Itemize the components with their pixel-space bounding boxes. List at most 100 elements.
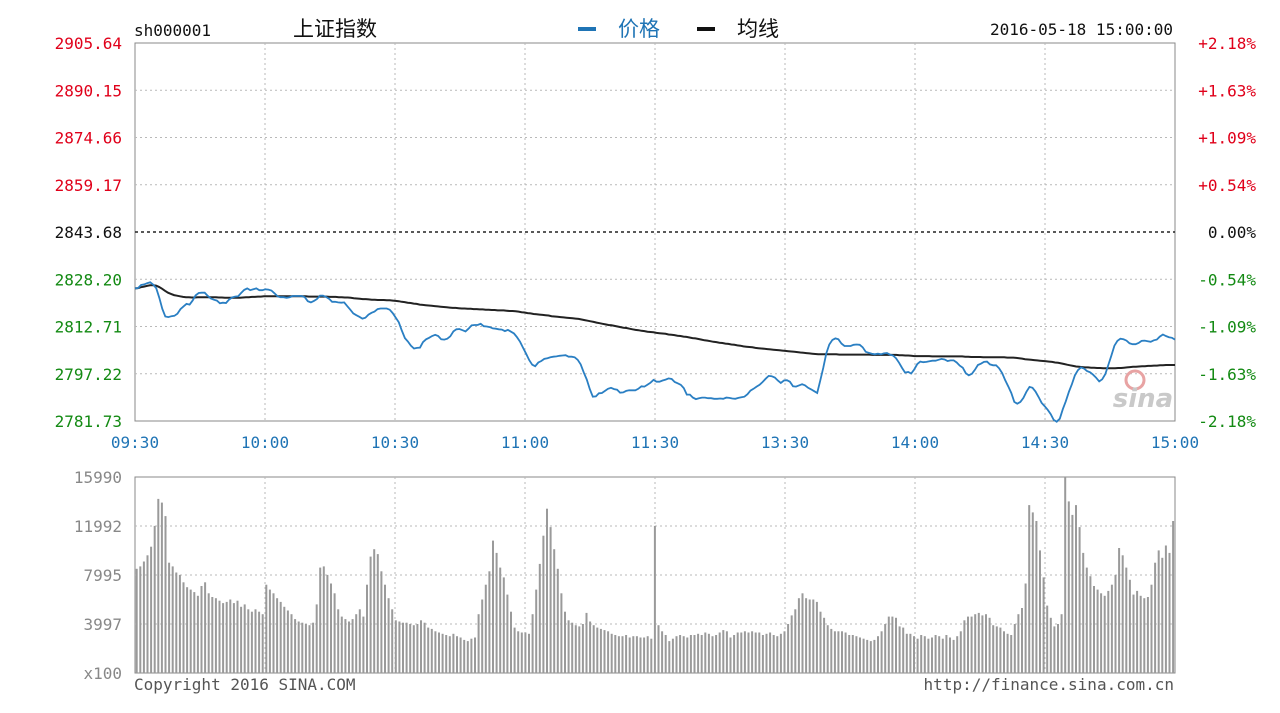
volume-bar [689,635,692,673]
volume-bar [1060,614,1063,673]
volume-bar [322,566,325,673]
volume-bar [823,617,826,673]
volume-bar [826,625,829,673]
sina-watermark-logo: sina [1113,369,1173,414]
time-tick-label: 14:00 [891,433,939,452]
volume-bar [445,635,448,673]
volume-bar [574,625,577,673]
volume-bar [474,637,476,673]
volume-bar [895,617,897,673]
volume-bar [837,631,840,673]
legend-swatch [578,27,596,31]
volume-bar [1096,589,1099,673]
volume-bar [189,589,192,673]
volume-bar [945,635,948,673]
volume-bar [402,622,404,673]
volume-bar [1024,583,1027,673]
volume-tick-label: 7995 [83,566,122,585]
volume-bar [236,600,239,673]
volume-bar [438,632,440,673]
watermark-eye-icon [1124,369,1146,391]
volume-bar [571,622,574,673]
volume-bar [1049,617,1052,673]
copyright-text: Copyright 2016 SINA.COM [134,675,356,694]
volume-tick-label: 15990 [74,468,122,487]
volume-bar [625,635,628,673]
volume-bar [751,631,754,673]
volume-bar [466,641,469,673]
volume-bar [556,568,559,673]
volume-bar [139,566,142,673]
volume-bar [286,610,289,673]
volume-bar [833,631,836,673]
volume-bar [808,599,811,673]
volume-bar [927,638,930,673]
volume-bar [391,609,394,673]
volume-bar [596,627,599,673]
volume-bar [481,599,484,673]
volume-bar [560,593,563,673]
volume-bar [409,624,412,673]
volume-bar [1093,586,1095,673]
volume-bar [909,633,912,673]
time-tick-label: 14:30 [1021,433,1069,452]
volume-bar [434,631,437,673]
y-tick-label: 2905.64 [55,34,122,53]
volume-bar [488,571,491,673]
volume-bar [538,563,541,673]
volume-bar [164,516,167,673]
volume-bar [967,616,969,673]
volume-bar [581,624,584,673]
volume-bar [1107,590,1110,673]
pct-tick-label: +1.63% [1198,81,1256,100]
volume-bar [761,635,764,673]
volume-bar [229,599,232,673]
volume-bar [923,636,926,673]
legend-swatch [697,27,715,31]
volume-bar [452,633,455,673]
volume-bar [1064,477,1067,673]
volume-bar [416,624,419,673]
volume-bar [693,635,696,673]
pct-tick-label: +0.54% [1198,176,1256,195]
volume-bar [294,619,297,673]
volume-bar [380,571,383,673]
volume-bar [650,638,653,673]
y-tick-label: 2890.15 [55,81,122,100]
volume-bar [387,598,390,673]
volume-bar [934,635,937,673]
volume-bar [333,593,336,673]
volume-bar [290,614,293,673]
volume-bar [1121,555,1124,673]
volume-bar [736,632,739,673]
volume-bar [848,635,851,673]
volume-bar [621,636,624,673]
volume-bar [319,567,322,673]
volume-bar [974,614,977,673]
volume-bar [157,498,160,673]
volume-bar [884,624,887,673]
volume-bar [506,594,509,673]
volume-bar [376,554,379,673]
volume-bar [639,637,642,673]
volume-bar [913,636,915,673]
volume-bar [891,616,894,673]
volume-bar [643,637,646,673]
volume-bar [315,604,318,673]
volume-bar [999,627,1002,673]
time-tick-label: 10:00 [241,433,289,452]
volume-bar [301,622,304,673]
volume-bar [1136,590,1139,673]
volume-bar [657,625,660,673]
volume-bar [182,582,185,673]
volume-bar [1150,584,1153,673]
volume-bar [661,631,664,673]
volume-bar [240,606,243,673]
volume-bar [686,637,689,673]
volume-bar [1053,626,1056,673]
volume-bar [517,631,520,673]
volume-bar [614,635,617,673]
volume-bar [567,620,570,673]
volume-bar [330,583,332,673]
